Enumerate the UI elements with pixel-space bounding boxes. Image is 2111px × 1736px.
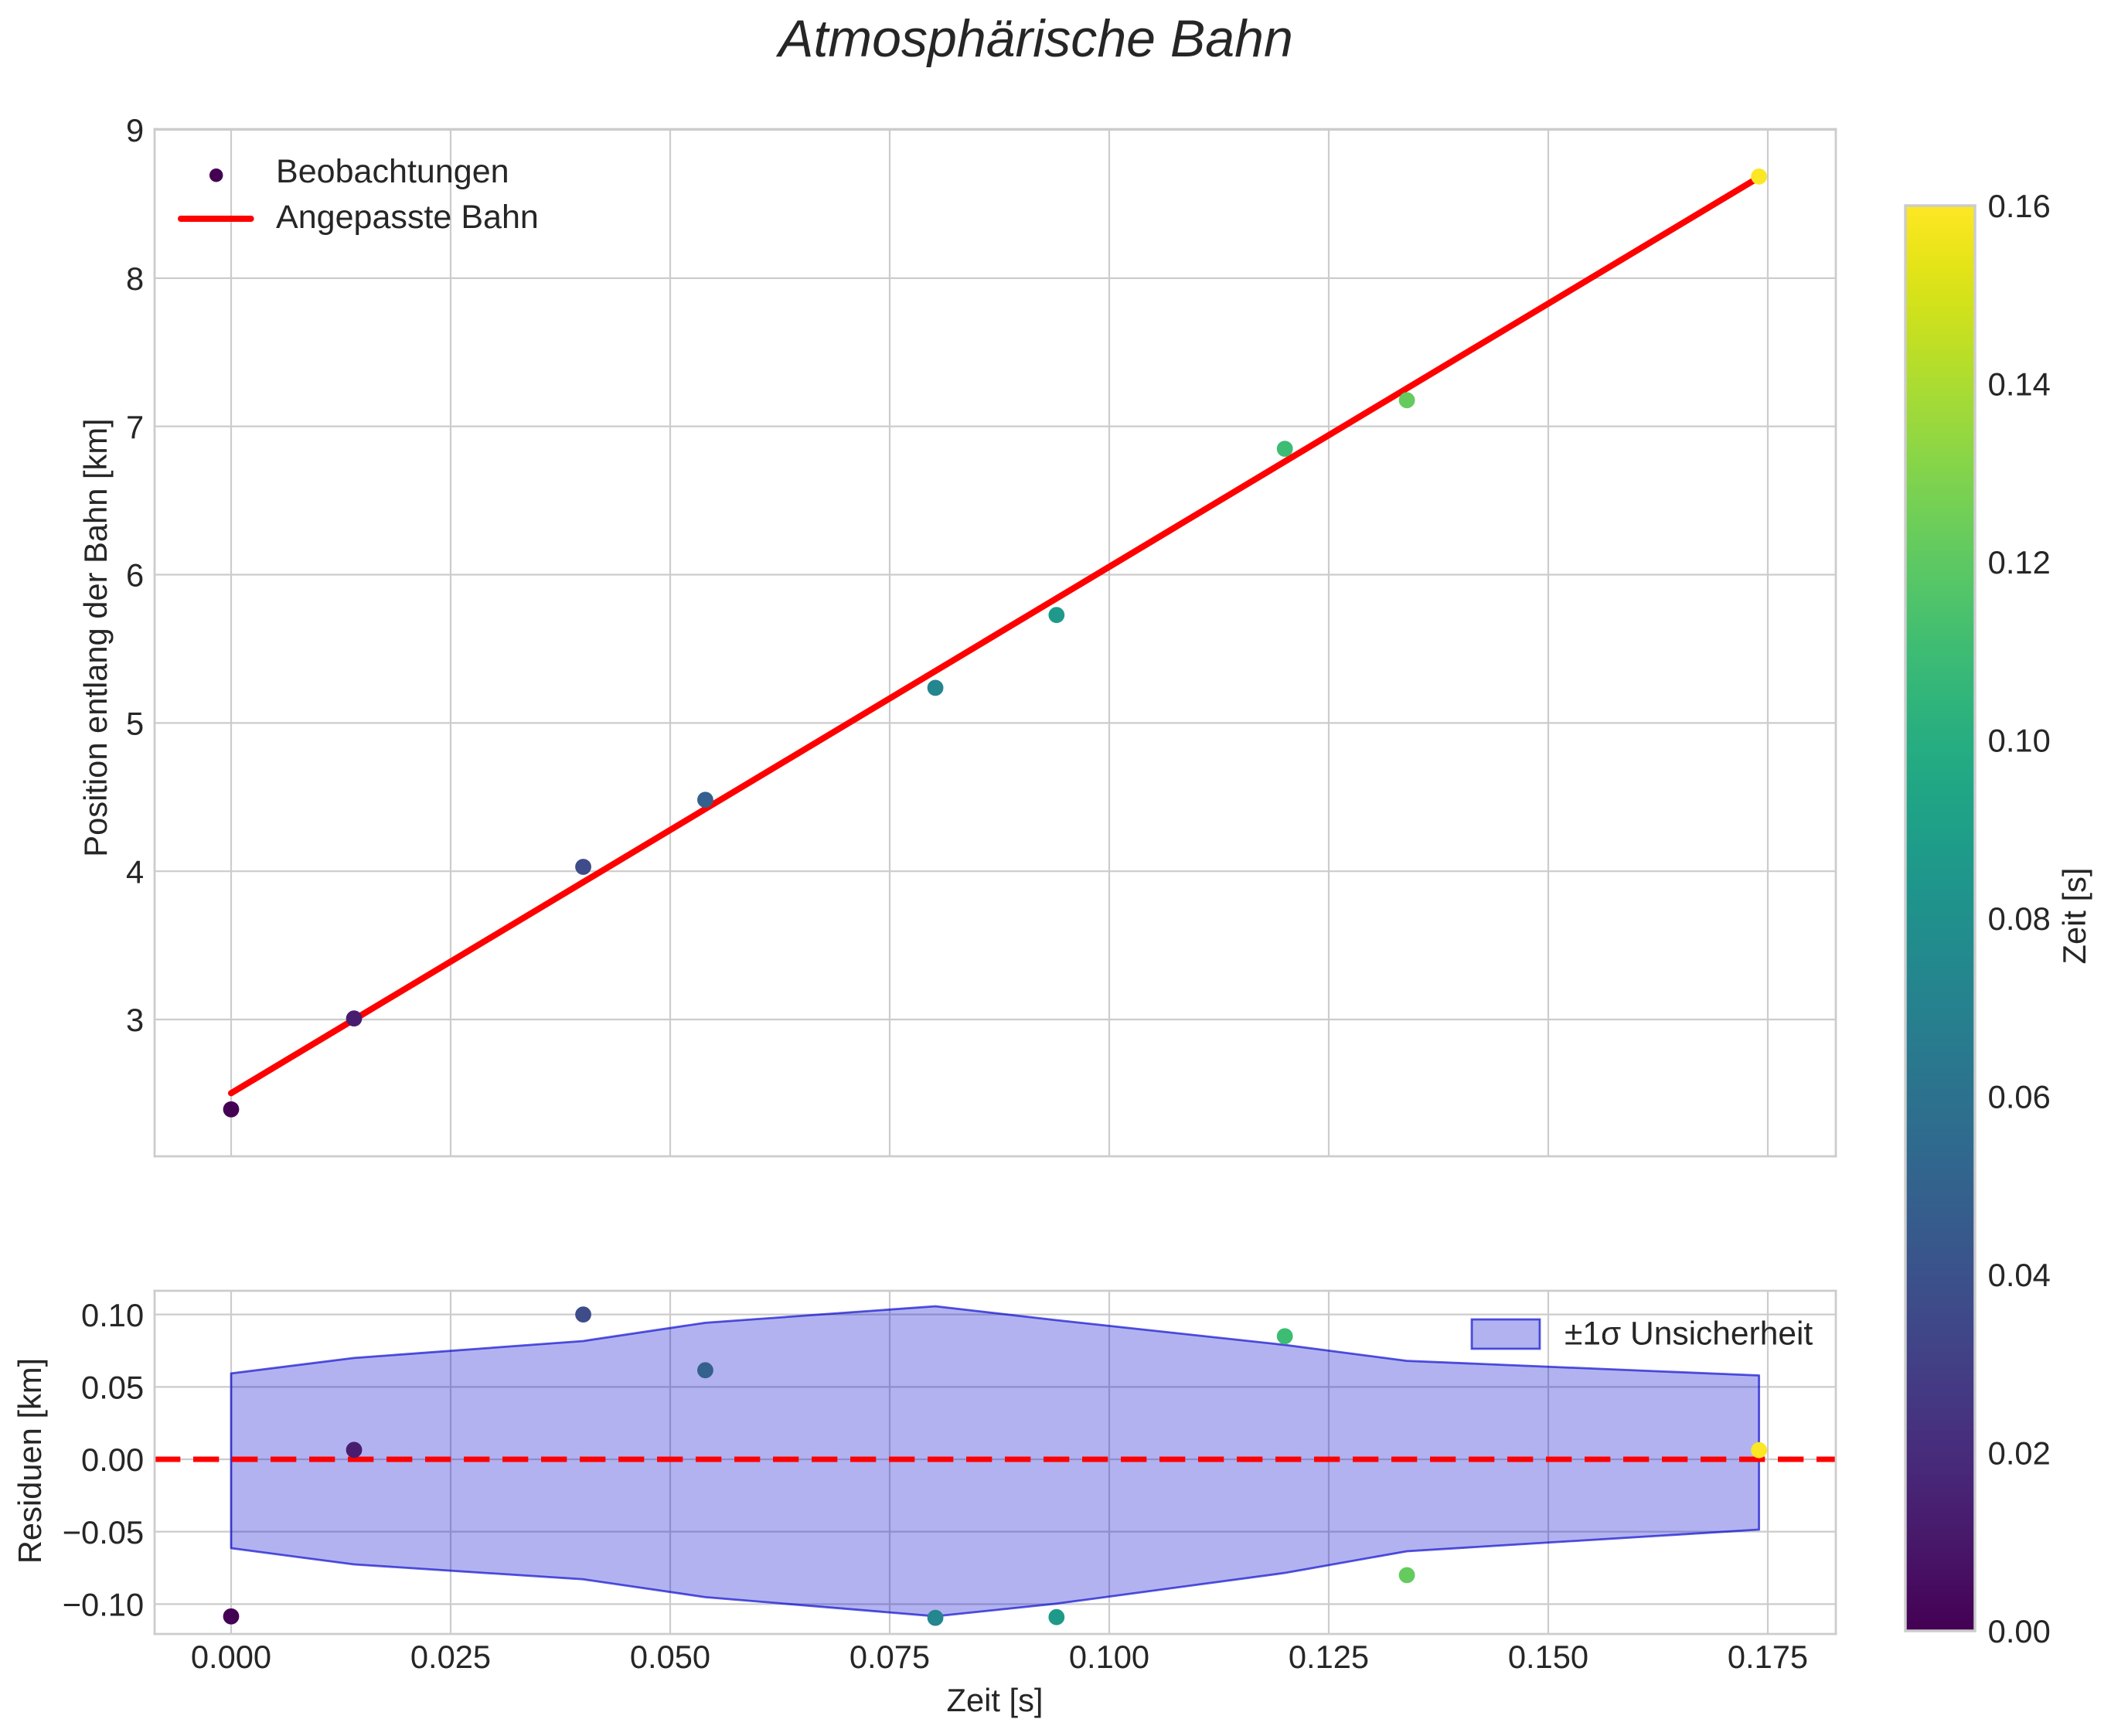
svg-text:0.05: 0.05 bbox=[81, 1369, 144, 1405]
svg-text:0.175: 0.175 bbox=[1728, 1639, 1808, 1675]
svg-text:0.075: 0.075 bbox=[850, 1639, 930, 1675]
svg-text:6: 6 bbox=[126, 557, 144, 594]
svg-text:Atmosphärische Bahn: Atmosphärische Bahn bbox=[775, 9, 1293, 68]
svg-text:Angepasste Bahn: Angepasste Bahn bbox=[276, 199, 539, 236]
svg-text:0.050: 0.050 bbox=[630, 1639, 710, 1675]
svg-text:Zeit [s]: Zeit [s] bbox=[947, 1682, 1044, 1718]
svg-text:−0.05: −0.05 bbox=[63, 1514, 144, 1550]
svg-text:4: 4 bbox=[126, 853, 144, 890]
svg-text:0.08: 0.08 bbox=[1988, 900, 2051, 937]
svg-text:7: 7 bbox=[126, 409, 144, 445]
svg-text:0.150: 0.150 bbox=[1508, 1639, 1588, 1675]
svg-text:0.100: 0.100 bbox=[1069, 1639, 1149, 1675]
svg-text:0.06: 0.06 bbox=[1988, 1079, 2051, 1115]
svg-text:0.000: 0.000 bbox=[191, 1639, 271, 1675]
svg-text:0.10: 0.10 bbox=[81, 1297, 144, 1333]
svg-text:±1σ Unsicherheit: ±1σ Unsicherheit bbox=[1565, 1316, 1813, 1352]
svg-text:−0.10: −0.10 bbox=[63, 1586, 144, 1622]
svg-text:Zeit [s]: Zeit [s] bbox=[2056, 868, 2092, 965]
svg-text:Beobachtungen: Beobachtungen bbox=[276, 153, 509, 190]
svg-text:Residuen [km]: Residuen [km] bbox=[12, 1358, 48, 1564]
svg-text:0.00: 0.00 bbox=[1988, 1613, 2051, 1649]
svg-text:0.04: 0.04 bbox=[1988, 1257, 2051, 1293]
svg-text:0.10: 0.10 bbox=[1988, 723, 2051, 759]
svg-text:0.025: 0.025 bbox=[410, 1639, 491, 1675]
svg-text:0.125: 0.125 bbox=[1289, 1639, 1369, 1675]
svg-text:8: 8 bbox=[126, 260, 144, 297]
svg-text:0.12: 0.12 bbox=[1988, 544, 2051, 580]
svg-text:0.16: 0.16 bbox=[1988, 188, 2051, 224]
svg-text:3: 3 bbox=[126, 1002, 144, 1038]
svg-text:0.00: 0.00 bbox=[81, 1442, 144, 1478]
svg-text:0.02: 0.02 bbox=[1988, 1435, 2051, 1472]
svg-text:5: 5 bbox=[126, 705, 144, 741]
svg-text:0.14: 0.14 bbox=[1988, 366, 2051, 403]
svg-text:Position entlang der Bahn [km]: Position entlang der Bahn [km] bbox=[77, 418, 114, 856]
svg-text:9: 9 bbox=[126, 112, 144, 148]
